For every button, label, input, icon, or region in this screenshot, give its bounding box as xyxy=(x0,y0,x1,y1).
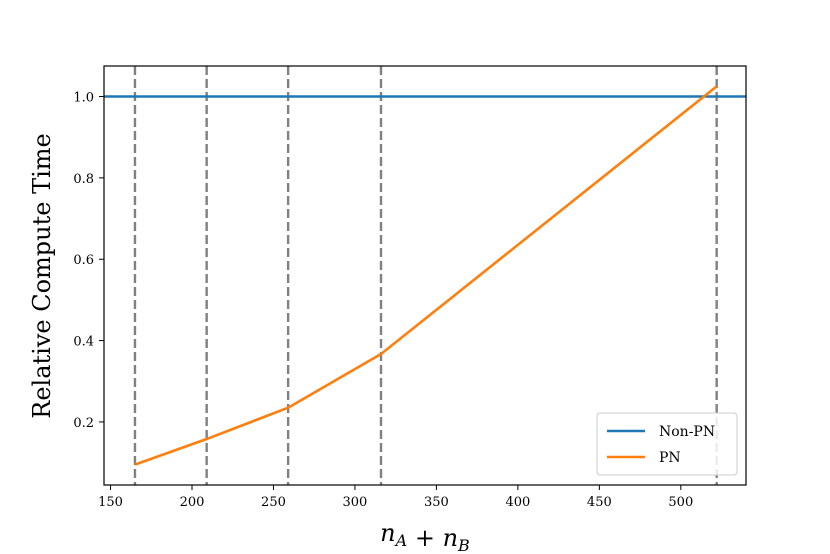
y-tick-label-3: 0.8 xyxy=(73,172,94,187)
x-tick-label-500: 500 xyxy=(668,495,693,510)
x-axis: 150 200 250 300 350 400 450 500 xyxy=(98,485,693,510)
legend-label-2: PN xyxy=(659,450,681,466)
y-axis-title: Relative Compute Time xyxy=(28,133,56,418)
legend: Non-PN PN xyxy=(596,412,738,476)
x-tick-label-400: 400 xyxy=(505,495,530,510)
axes-frame xyxy=(103,65,747,486)
y-tick-label-1: 0.4 xyxy=(73,335,94,350)
x-axis-title: nA + nB xyxy=(380,519,470,554)
y-tick-label-4: 1.0 xyxy=(73,91,94,106)
x-tick-label-150: 150 xyxy=(98,495,123,510)
x-tick-label-250: 250 xyxy=(261,495,286,510)
series-line-pn xyxy=(134,85,718,466)
y-axis: 0.2 0.4 0.6 0.8 1.0 xyxy=(73,91,104,431)
x-tick-label-300: 300 xyxy=(343,495,368,510)
x-tick-label-350: 350 xyxy=(424,495,449,510)
legend-label-1: Non-PN xyxy=(659,424,715,440)
x-tick-label-200: 200 xyxy=(180,495,205,510)
x-tick-label-450: 450 xyxy=(587,495,612,510)
y-tick-label-0: 0.2 xyxy=(73,416,94,431)
y-tick-label-2: 0.6 xyxy=(73,253,94,268)
legend-box xyxy=(596,412,738,476)
plot-area xyxy=(103,65,747,486)
